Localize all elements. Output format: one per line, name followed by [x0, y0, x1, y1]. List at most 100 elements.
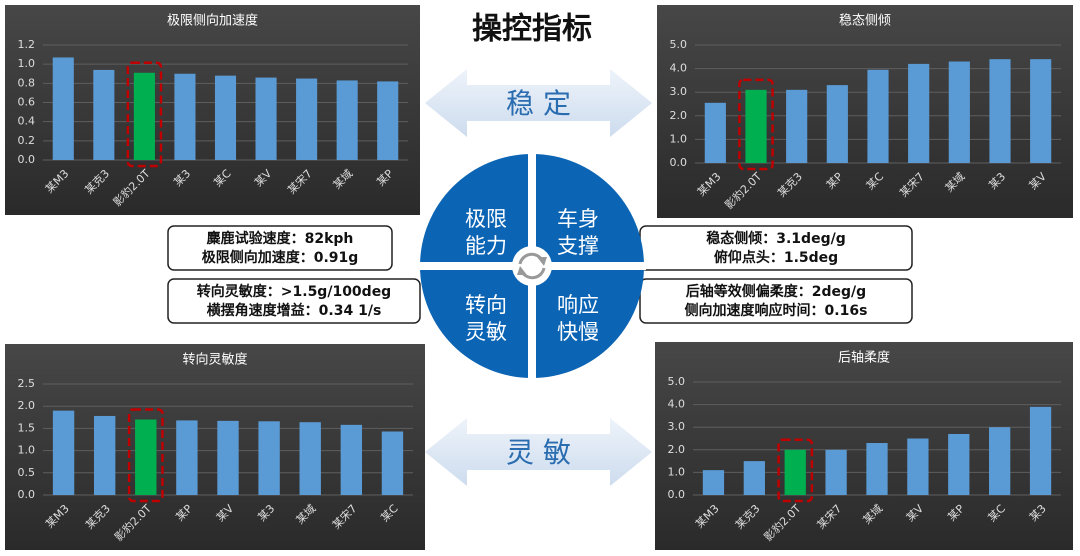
metric-box [167, 225, 393, 271]
double-arrow [425, 418, 652, 486]
highlight-frame [738, 78, 774, 171]
cycle-icon [517, 266, 527, 275]
bar [258, 421, 280, 495]
highlight-frame [777, 438, 814, 503]
y-tick-label: 5.0 [670, 38, 688, 51]
bar [907, 438, 929, 495]
highlight-frame [127, 408, 164, 503]
y-tick-label: 4.0 [668, 398, 686, 411]
y-tick-label: 0.0 [18, 153, 36, 166]
chart: 后轴柔度0.01.02.03.04.05.0某M3 某克3 影豹2.0T 某宋7 某域某… [655, 342, 1073, 550]
chart-title: 转向灵敏度 [182, 352, 247, 368]
y-tick-label: 0.0 [18, 488, 36, 501]
bar [1030, 59, 1052, 163]
y-tick-label: 3.0 [670, 85, 688, 98]
bar [786, 89, 808, 163]
y-tick-label: 0.8 [18, 76, 36, 89]
bar [989, 427, 1011, 495]
quadrant-label: 转向 [465, 293, 507, 317]
y-tick-label: 0.2 [18, 134, 36, 147]
page-title: 操控指标 [472, 12, 592, 47]
bar [52, 57, 74, 161]
y-tick-label: 1.5 [18, 421, 36, 434]
metric-text: 转向灵敏度：>1.5g/100deg [197, 283, 391, 300]
bar [133, 72, 155, 160]
bar [743, 461, 765, 495]
bar [174, 73, 196, 160]
quadrant-label: 支撑 [557, 234, 599, 258]
quadrant-label: 车身 [557, 207, 599, 231]
bar [135, 419, 157, 495]
arrow-label: 稳 定 [506, 87, 571, 120]
y-tick-label: 0.5 [18, 466, 36, 479]
y-tick-label: 1.2 [18, 38, 36, 51]
bar [826, 85, 848, 163]
bar [93, 415, 116, 495]
y-tick-label: 4.0 [670, 62, 688, 75]
y-tick-label: 5.0 [668, 375, 686, 388]
bar [702, 470, 725, 495]
bar [745, 89, 767, 163]
chart-title: 后轴柔度 [838, 350, 890, 366]
bar [948, 61, 970, 163]
y-tick-label: 2.0 [668, 443, 686, 456]
bar [340, 424, 363, 495]
quadrant-label: 快慢 [557, 320, 599, 344]
bar [217, 420, 239, 495]
bar [784, 449, 806, 495]
chart-title: 稳态侧倾 [839, 13, 891, 29]
quadrant-label: 极限 [465, 207, 507, 231]
double-arrow [425, 69, 652, 137]
bar [377, 81, 399, 160]
bar [176, 420, 198, 495]
bar [52, 410, 75, 495]
chart-title: 极限侧向加速度 [167, 13, 258, 29]
y-tick-label: 1.0 [18, 444, 36, 457]
bar [336, 80, 358, 160]
bar [381, 431, 404, 495]
metric-box [167, 278, 421, 324]
center-hub [512, 246, 552, 286]
y-tick-label: 2.0 [18, 399, 36, 412]
metric-text: 稳态侧倾：3.1deg/g [706, 230, 845, 247]
y-tick-label: 1.0 [18, 57, 36, 70]
bar [867, 69, 889, 163]
y-tick-label: 0.0 [670, 156, 688, 169]
highlight-frame [126, 61, 163, 168]
y-tick-label: 3.0 [668, 420, 686, 433]
metric-text: 极限侧向加速度：0.91g [202, 249, 359, 266]
y-tick-label: 1.0 [670, 132, 688, 145]
quadrant-label: 灵敏 [465, 320, 507, 344]
metric-text: 侧向加速度响应时间：0.16s [685, 302, 868, 319]
quadrant-label: 响应 [557, 293, 599, 317]
metric-text: 后轴等效侧偏柔度：2deg/g [686, 283, 866, 300]
bar [296, 78, 318, 160]
bar [866, 443, 888, 495]
bar [299, 422, 321, 495]
bar [255, 77, 277, 160]
bar [704, 102, 726, 163]
y-tick-label: 1.0 [668, 465, 686, 478]
metric-box [639, 278, 913, 324]
arrow-label: 灵 敏 [506, 436, 571, 469]
y-tick-label: 2.5 [18, 377, 36, 390]
bar [825, 449, 847, 495]
bar [214, 75, 237, 160]
y-tick-label: 0.4 [18, 115, 36, 128]
bar [948, 433, 970, 495]
quadrant-label: 能力 [465, 234, 507, 258]
metric-text: 横摆角速度增益：0.34 1/s [207, 302, 382, 319]
y-tick-label: 0.0 [668, 488, 686, 501]
bar [93, 69, 115, 160]
bar [989, 59, 1011, 163]
y-tick-label: 2.0 [670, 109, 688, 122]
metric-text: 俯仰点头：1.5deg [714, 249, 838, 266]
bar [1029, 406, 1052, 495]
cycle-icon [537, 257, 547, 266]
bar [908, 63, 930, 163]
